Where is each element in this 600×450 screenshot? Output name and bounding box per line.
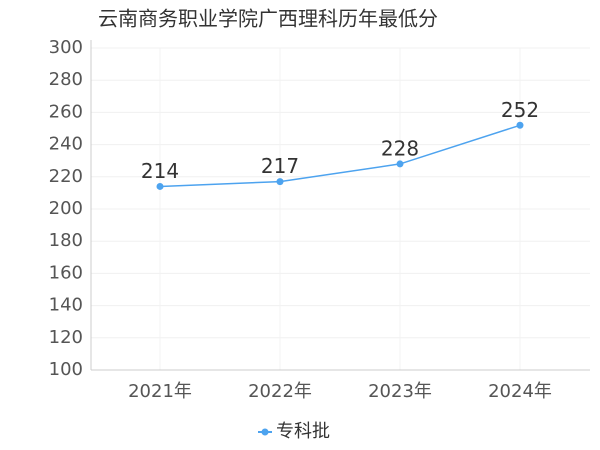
legend-marker [261, 428, 269, 436]
y-tick-label: 280 [49, 69, 83, 90]
legend-label: 专科批 [276, 421, 330, 442]
y-tick-label: 240 [49, 134, 83, 155]
x-tick-label: 2024年 [488, 381, 552, 402]
y-tick-label: 220 [49, 166, 83, 187]
y-tick-label: 260 [49, 101, 83, 122]
data-label: 214 [141, 159, 179, 183]
x-tick-label: 2023年 [368, 381, 432, 402]
data-label: 252 [501, 98, 539, 122]
y-tick-label: 180 [49, 230, 83, 251]
data-point [516, 121, 524, 129]
data-point [156, 182, 164, 190]
data-point [396, 160, 404, 168]
y-tick-label: 300 [49, 37, 83, 58]
x-tick-label: 2021年 [128, 381, 192, 402]
y-tick-label: 120 [49, 327, 83, 348]
data-label: 228 [381, 136, 419, 160]
chart-title: 云南商务职业学院广西理科历年最低分 [98, 7, 438, 31]
y-tick-label: 100 [49, 359, 83, 380]
y-tick-label: 140 [49, 295, 83, 316]
data-label: 217 [261, 154, 299, 178]
y-tick-label: 160 [49, 262, 83, 283]
series-line [159, 124, 521, 188]
x-tick-label: 2022年 [248, 381, 312, 402]
data-point [276, 178, 284, 186]
y-tick-label: 200 [49, 198, 83, 219]
